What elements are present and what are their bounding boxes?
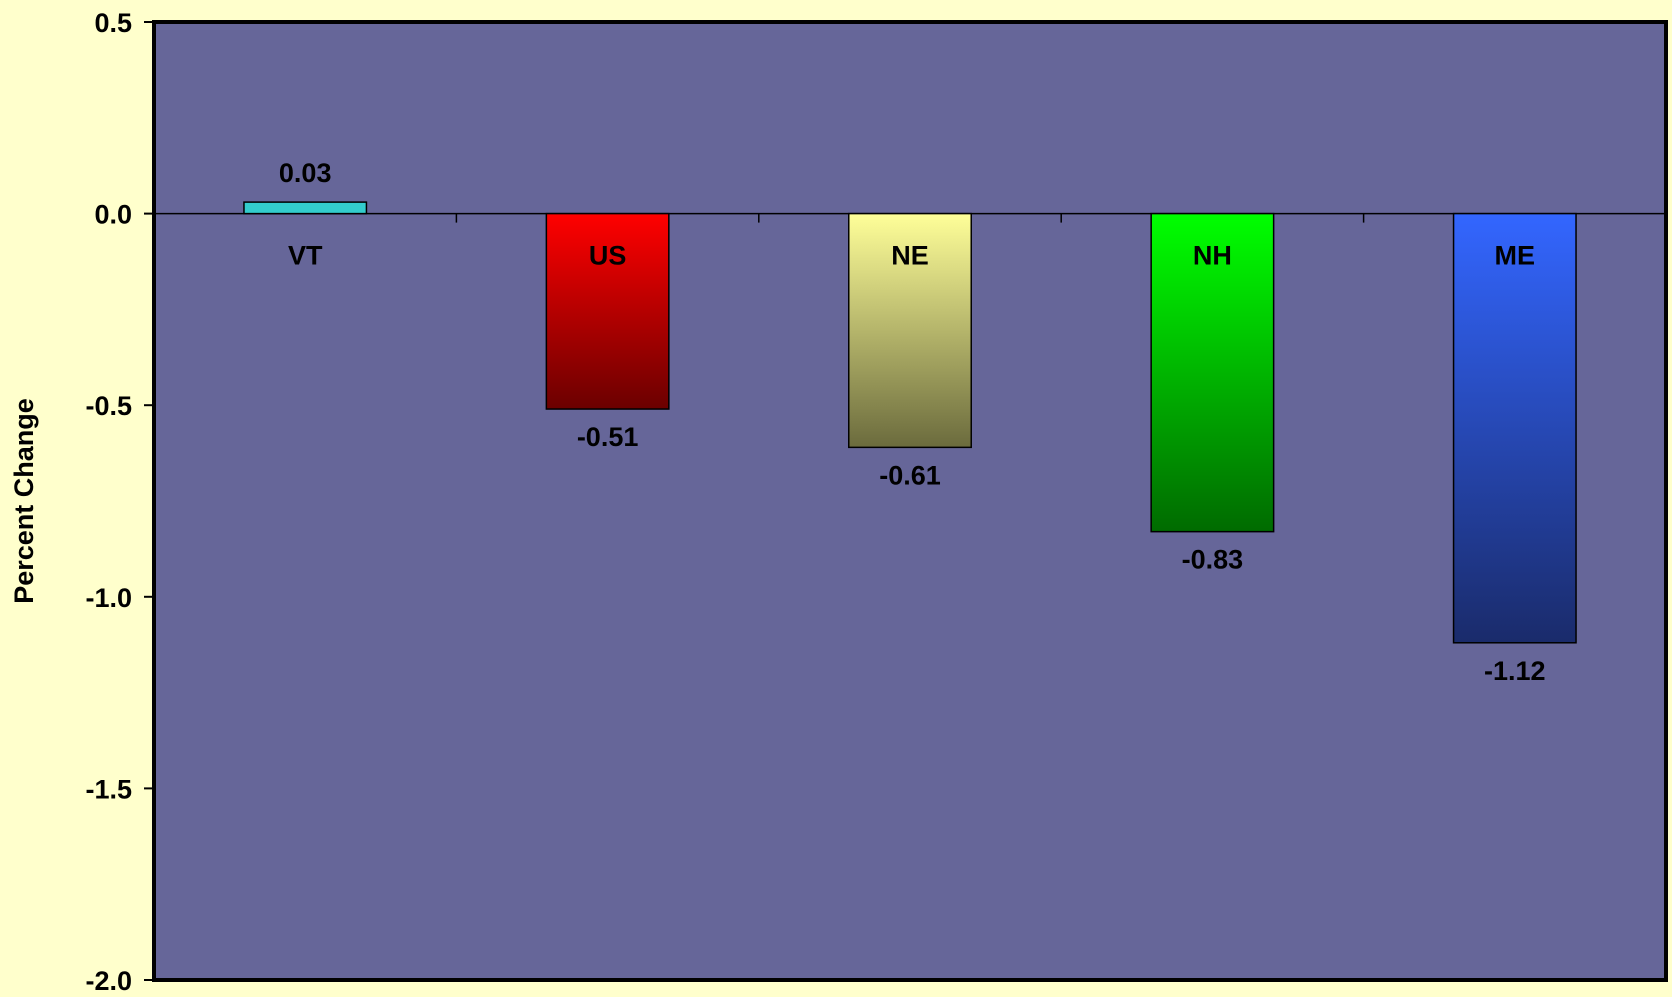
value-label-ne: -0.61 <box>879 460 941 490</box>
category-label-us: US <box>589 241 627 271</box>
value-label-nh: -0.83 <box>1182 545 1244 575</box>
y-tick-label: -1.0 <box>85 583 132 613</box>
x-axis-ticks <box>455 213 1365 223</box>
y-axis: 0.5 0.0 -0.5 -1.0 -1.5 -2.0 <box>85 8 154 996</box>
value-label-me: -1.12 <box>1484 656 1546 686</box>
category-label-nh: NH <box>1193 241 1232 271</box>
bar-vt <box>243 201 368 215</box>
bar-ne <box>848 212 972 449</box>
bars-group <box>243 201 1577 644</box>
bar-us <box>545 212 670 410</box>
bar-nh <box>1150 212 1275 533</box>
y-tick-label: 0.5 <box>94 8 132 38</box>
value-label-us: -0.51 <box>577 422 639 452</box>
bar-me <box>1452 212 1577 644</box>
labels-group: 0.03 VT -0.51 US -0.61 NE -0.83 NH -1.12 ME <box>279 158 1546 686</box>
y-tick-label: -1.5 <box>85 774 132 804</box>
plot-area <box>152 20 1668 982</box>
y-tick-label: 0.0 <box>94 200 132 230</box>
category-label-me: ME <box>1495 241 1536 271</box>
y-axis-label: Percent Change <box>9 398 39 604</box>
category-label-vt: VT <box>288 241 323 271</box>
y-tick-label: -2.0 <box>85 966 132 992</box>
category-label-ne: NE <box>891 241 929 271</box>
value-label-vt: 0.03 <box>279 158 332 188</box>
y-tick-label: -0.5 <box>85 391 132 421</box>
